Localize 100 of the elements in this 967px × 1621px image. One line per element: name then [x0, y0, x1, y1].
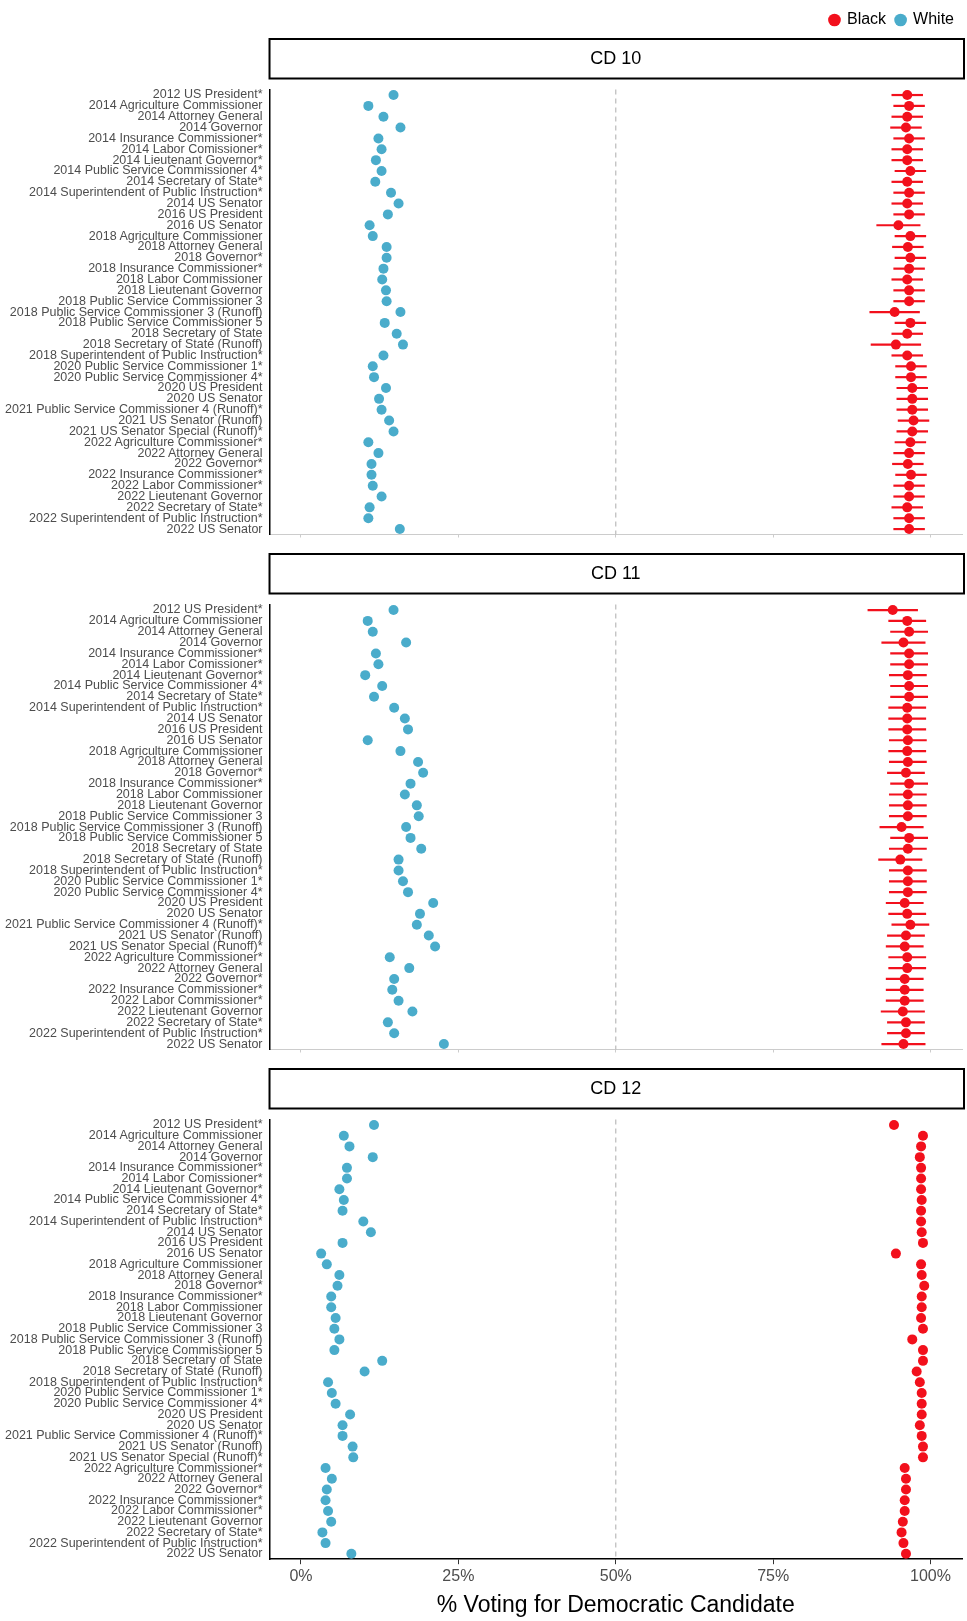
- point: [367, 626, 378, 637]
- point: [367, 361, 378, 372]
- point: [381, 296, 392, 307]
- point: [916, 1259, 927, 1270]
- point: [904, 209, 915, 220]
- point: [326, 1291, 337, 1302]
- point: [890, 339, 901, 350]
- point: [320, 1495, 331, 1506]
- point: [316, 1248, 327, 1259]
- point: [902, 724, 913, 735]
- point: [391, 328, 402, 339]
- point: [395, 307, 406, 318]
- point: [363, 513, 374, 524]
- point: [917, 1345, 928, 1356]
- point: [411, 919, 422, 930]
- point: [904, 691, 915, 702]
- point: [897, 1516, 908, 1527]
- point: [381, 241, 392, 252]
- point: [321, 1259, 332, 1270]
- point: [898, 1538, 909, 1549]
- point: [916, 1270, 927, 1281]
- point: [904, 187, 915, 198]
- point: [907, 383, 918, 394]
- point: [906, 372, 917, 383]
- point: [377, 1355, 388, 1366]
- point: [418, 767, 429, 778]
- point: [379, 317, 390, 328]
- point: [916, 1227, 927, 1238]
- point: [914, 1377, 925, 1388]
- point: [898, 637, 909, 648]
- point: [902, 735, 913, 746]
- point: [389, 973, 400, 984]
- point: [911, 1366, 922, 1377]
- x-tick-label: 100%: [910, 1567, 951, 1585]
- point: [902, 963, 913, 974]
- point: [902, 908, 913, 919]
- point: [896, 822, 907, 833]
- point: [376, 404, 387, 415]
- point: [334, 1184, 345, 1195]
- point: [904, 626, 915, 637]
- point: [887, 605, 898, 616]
- point: [388, 605, 399, 616]
- point: [889, 1119, 900, 1130]
- point: [364, 502, 375, 513]
- point: [363, 100, 374, 111]
- point: [393, 198, 404, 209]
- point: [366, 458, 377, 469]
- point: [907, 426, 918, 437]
- point: [338, 1195, 349, 1206]
- point: [900, 930, 911, 941]
- point: [900, 767, 911, 778]
- point: [382, 209, 393, 220]
- point: [395, 746, 406, 757]
- y-tick-label: 2020 US President: [157, 1406, 264, 1421]
- point: [904, 513, 915, 524]
- point: [317, 1527, 328, 1538]
- point: [326, 1388, 337, 1399]
- point: [359, 1366, 370, 1377]
- point: [388, 90, 399, 101]
- point: [330, 1398, 341, 1409]
- point: [362, 735, 373, 746]
- point: [365, 1227, 376, 1238]
- point: [907, 393, 918, 404]
- point: [904, 832, 915, 843]
- point: [899, 973, 910, 984]
- point: [403, 887, 414, 898]
- point: [405, 832, 416, 843]
- point: [916, 1216, 927, 1227]
- point: [902, 843, 913, 854]
- point: [902, 800, 913, 811]
- point: [902, 746, 913, 757]
- point: [904, 480, 915, 491]
- point: [916, 1388, 927, 1399]
- point: [367, 231, 378, 242]
- point: [348, 1452, 359, 1463]
- point: [416, 843, 427, 854]
- point: [407, 1006, 418, 1017]
- point: [330, 1312, 341, 1323]
- point: [902, 756, 913, 767]
- point: [897, 1006, 908, 1017]
- point: [338, 1130, 349, 1141]
- point: [399, 713, 410, 724]
- point: [908, 415, 919, 426]
- point: [345, 1409, 356, 1420]
- point: [367, 480, 378, 491]
- point: [370, 648, 381, 659]
- point: [326, 1302, 337, 1313]
- y-tick-label: 2018 Insurance Commissioner*: [88, 1288, 263, 1303]
- point: [893, 220, 904, 231]
- point: [413, 811, 424, 822]
- point: [393, 865, 404, 876]
- point: [916, 1430, 927, 1441]
- point: [395, 122, 406, 133]
- point: [341, 1162, 352, 1173]
- point: [369, 1119, 380, 1130]
- point: [900, 1017, 911, 1028]
- point: [387, 984, 398, 995]
- point: [902, 876, 913, 887]
- point: [898, 1039, 909, 1050]
- point: [334, 1334, 345, 1345]
